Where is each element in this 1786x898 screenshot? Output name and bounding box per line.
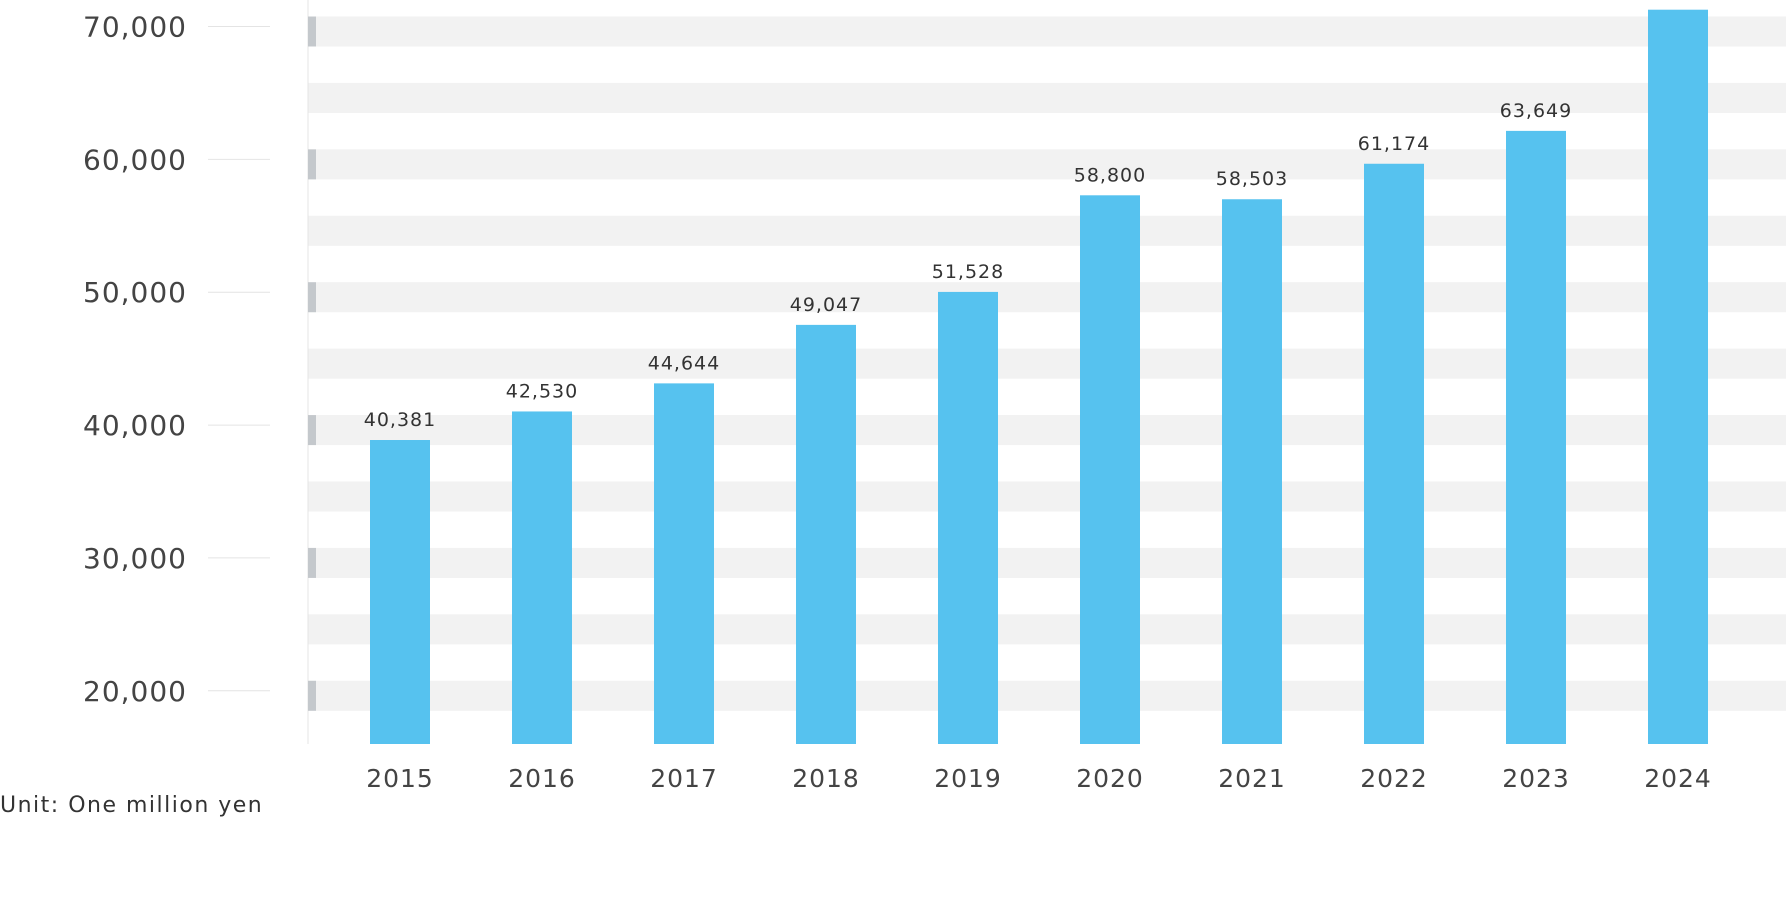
x-tick-label-2018: 2018 <box>792 764 860 793</box>
y-tick-marker-4 <box>308 149 316 180</box>
bar-2020 <box>1080 195 1140 745</box>
bar-2015 <box>370 440 430 744</box>
x-tick-label-2017: 2017 <box>650 764 718 793</box>
y-tick-label-1: 30,000 <box>83 542 187 575</box>
bar-2023 <box>1506 130 1566 745</box>
y-tick-marker-0 <box>308 680 316 711</box>
x-tick-label-2021: 2021 <box>1218 764 1286 793</box>
x-tick-label-2019: 2019 <box>934 764 1002 793</box>
data-label-2022: 61,174 <box>1358 133 1430 155</box>
bar-2024 <box>1648 9 1708 745</box>
data-label-2017: 44,644 <box>648 352 720 374</box>
bar-2021 <box>1222 199 1282 744</box>
grid-band-9 <box>308 82 1786 113</box>
x-tick-label-2020: 2020 <box>1076 764 1144 793</box>
data-label-2024: 72,770 <box>1642 0 1714 1</box>
x-tick-label-2023: 2023 <box>1502 764 1570 793</box>
bar-2017 <box>654 383 714 744</box>
y-tick-label-0: 20,000 <box>83 675 187 708</box>
y-tick-label-4: 60,000 <box>83 143 187 176</box>
x-tick-label-2016: 2016 <box>508 764 576 793</box>
data-label-2021: 58,503 <box>1216 168 1288 190</box>
y-tick-label-3: 50,000 <box>83 276 187 309</box>
bar-2022 <box>1364 163 1424 745</box>
data-label-2023: 63,649 <box>1500 100 1572 122</box>
bar-2019 <box>938 291 998 744</box>
bar-2018 <box>796 324 856 744</box>
y-tick-marker-1 <box>308 547 316 578</box>
data-label-2019: 51,528 <box>932 261 1004 283</box>
x-tick-label-2024: 2024 <box>1644 764 1712 793</box>
x-tick-label-2022: 2022 <box>1360 764 1428 793</box>
y-tick-marker-2 <box>308 415 316 446</box>
y-tick-label-2: 40,000 <box>83 409 187 442</box>
data-label-2018: 49,047 <box>790 294 862 316</box>
data-label-2015: 40,381 <box>364 409 436 431</box>
grid-band-10 <box>308 16 1786 47</box>
y-tick-marker-3 <box>308 282 316 313</box>
unit-note: Unit: One million yen <box>0 793 264 818</box>
y-tick-label-5: 70,000 <box>83 11 187 44</box>
y-tick-marker-5 <box>308 16 316 47</box>
x-tick-label-2015: 2015 <box>366 764 434 793</box>
data-label-2020: 58,800 <box>1074 164 1146 186</box>
data-label-2016: 42,530 <box>506 380 578 402</box>
bar-2016 <box>512 411 572 744</box>
